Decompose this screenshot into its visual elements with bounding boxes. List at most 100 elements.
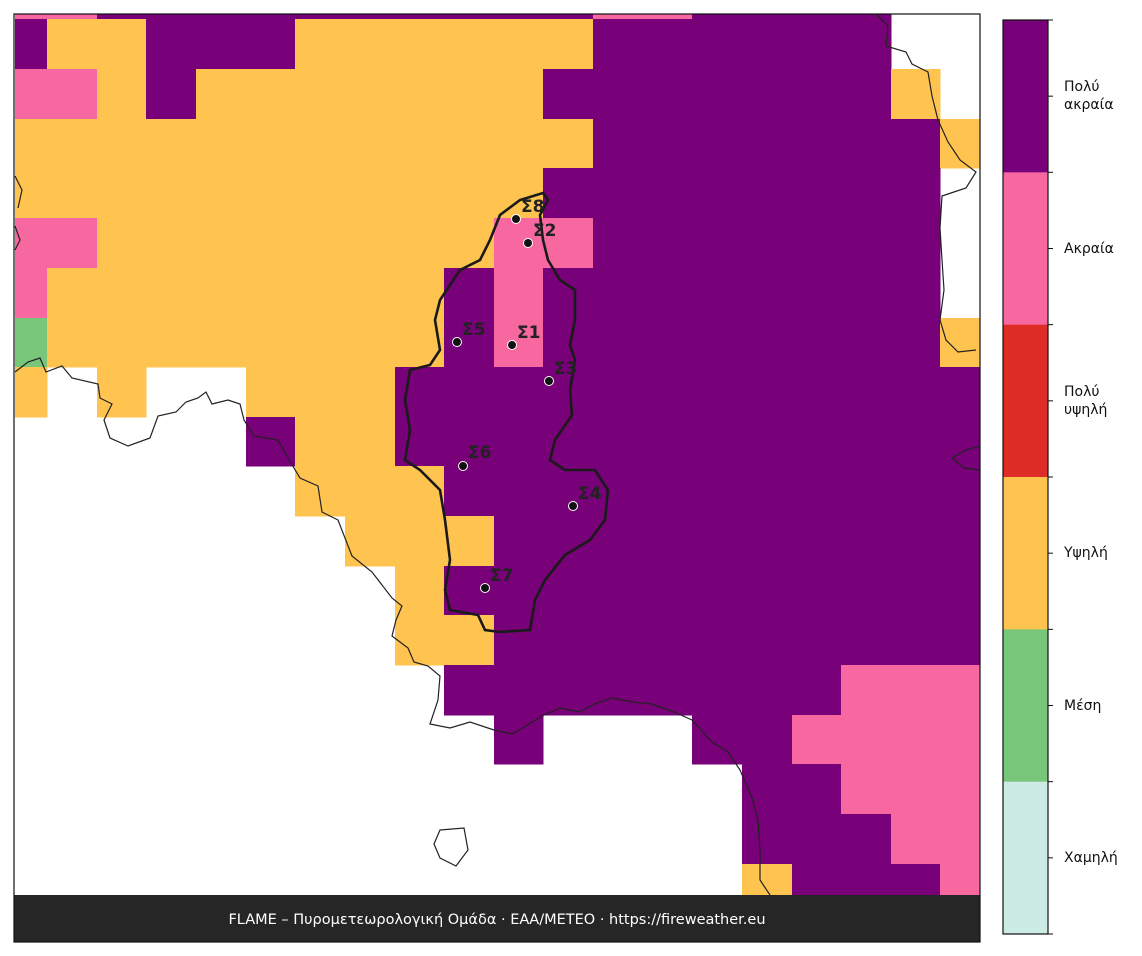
grid-cell xyxy=(792,218,842,269)
grid-cell xyxy=(792,318,842,368)
grid-cell xyxy=(295,218,346,269)
grid-cell xyxy=(494,268,544,319)
grid-cell xyxy=(246,19,296,70)
grid-cell xyxy=(543,466,594,517)
grid-cell xyxy=(841,268,892,319)
grid-cell xyxy=(742,764,793,815)
grid-cell xyxy=(792,268,842,319)
grid-cell xyxy=(593,218,644,269)
grid-cell xyxy=(742,19,793,70)
grid-cell xyxy=(742,69,793,120)
grid-cell xyxy=(345,367,396,418)
grid-cell xyxy=(15,19,48,70)
grid-cell xyxy=(940,318,981,368)
grid-cell xyxy=(246,318,296,368)
station-dot xyxy=(544,376,554,386)
grid-cell xyxy=(643,516,693,567)
colorbar-segment xyxy=(1003,172,1048,326)
grid-cell xyxy=(295,168,346,219)
grid-cell xyxy=(444,417,495,467)
grid-cell xyxy=(444,665,495,716)
grid-cell xyxy=(345,466,396,517)
grid-cell xyxy=(692,615,743,666)
grid-cell xyxy=(841,814,892,865)
grid-cell xyxy=(494,69,544,120)
grid-cell xyxy=(444,19,495,70)
grid-cell xyxy=(742,615,793,666)
grid-cell xyxy=(891,615,941,666)
grid-cell xyxy=(692,566,743,616)
grid-cell xyxy=(295,119,346,169)
grid-cell xyxy=(891,566,941,616)
grid-cell xyxy=(891,218,941,269)
grid-cell xyxy=(47,218,98,269)
grid-cell xyxy=(345,119,396,169)
grid-cell xyxy=(97,268,147,319)
grid-cell xyxy=(395,19,445,70)
grid-cell xyxy=(742,715,793,765)
grid-cell xyxy=(792,615,842,666)
grid-cell xyxy=(692,14,743,20)
station-dot xyxy=(452,337,462,347)
grid-cell xyxy=(891,764,941,815)
grid-cell xyxy=(395,566,445,616)
grid-cell xyxy=(395,119,445,169)
grid-cell xyxy=(97,318,147,368)
grid-cell xyxy=(543,268,594,319)
grid-cell xyxy=(395,516,445,567)
grid-cell xyxy=(246,218,296,269)
grid-cell xyxy=(643,69,693,120)
colorbar-label: Χαμηλή xyxy=(1064,849,1118,866)
grid-cell xyxy=(891,318,941,368)
grid-cell xyxy=(395,14,445,20)
grid-cell xyxy=(841,764,892,815)
grid-cell xyxy=(692,218,743,269)
grid-cell xyxy=(841,19,892,70)
station-dot xyxy=(507,340,517,350)
grid-cell xyxy=(692,19,743,70)
grid-cell xyxy=(792,69,842,120)
grid-cell xyxy=(146,119,197,169)
grid-cell xyxy=(295,417,346,467)
colorbar-label: Ακραία xyxy=(1064,240,1114,257)
grid-cell xyxy=(742,318,793,368)
grid-cell xyxy=(742,367,793,418)
grid-cell xyxy=(196,119,247,169)
grid-cell xyxy=(47,268,98,319)
grid-cell xyxy=(891,268,941,319)
grid-cell xyxy=(494,218,544,269)
grid-cell xyxy=(891,466,941,517)
grid-cell xyxy=(246,119,296,169)
grid-cell xyxy=(891,516,941,567)
grid-cell xyxy=(494,516,544,567)
grid-cell xyxy=(593,566,644,616)
grid-cell xyxy=(692,168,743,219)
grid-cell xyxy=(196,14,247,20)
grid-cell xyxy=(841,168,892,219)
station-label: Σ4 xyxy=(578,484,602,504)
grid-cell xyxy=(643,268,693,319)
grid-cell xyxy=(593,268,644,319)
grid-cell xyxy=(246,367,296,418)
grid-cell xyxy=(593,119,644,169)
grid-cell xyxy=(940,814,981,865)
grid-cell xyxy=(494,14,544,20)
grid-cell xyxy=(444,268,495,319)
grid-cell xyxy=(841,318,892,368)
grid-cell xyxy=(15,367,48,418)
grid-cell xyxy=(643,218,693,269)
map-frame xyxy=(13,13,981,943)
grid-cell xyxy=(742,168,793,219)
grid-cell xyxy=(295,19,346,70)
grid-cell xyxy=(841,665,892,716)
grid-cell xyxy=(792,764,842,815)
grid-cell xyxy=(295,318,346,368)
grid-cell xyxy=(692,665,743,716)
grid-cell xyxy=(841,615,892,666)
colorbar-segment xyxy=(1003,324,1048,478)
grid-cell xyxy=(841,218,892,269)
grid-cell xyxy=(692,516,743,567)
grid-cell xyxy=(345,218,396,269)
grid-cell xyxy=(444,168,495,219)
